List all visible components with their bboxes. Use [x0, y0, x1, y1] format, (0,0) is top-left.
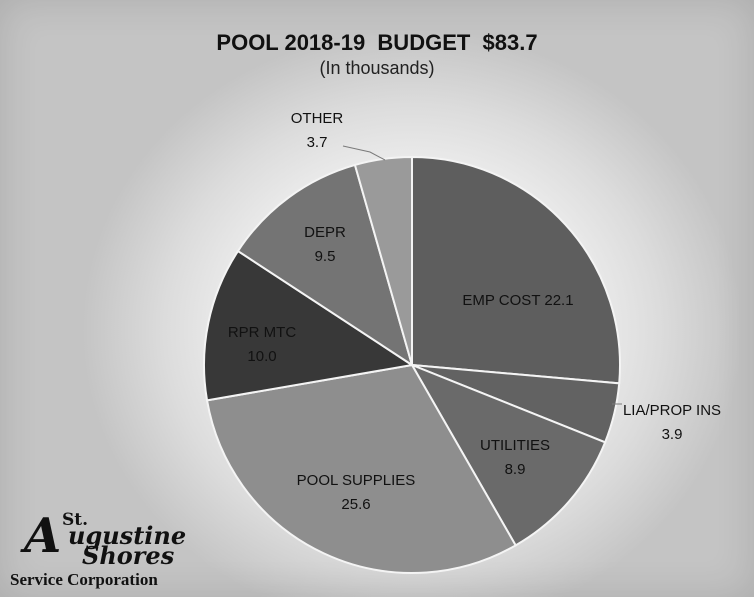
pie-slice-rpr-mtc	[203, 249, 415, 402]
slice-value: 9.5	[315, 248, 336, 265]
pie-slice-emp-cost	[411, 155, 621, 385]
slice-name: LIA/PROP INS	[623, 402, 721, 419]
logo-shores: Shores	[82, 541, 175, 570]
slice-name: UTILITIES	[480, 437, 550, 454]
pie-slices	[203, 155, 621, 574]
slice-value: EMP COST 22.1	[462, 292, 573, 309]
slice-value: 25.6	[341, 496, 370, 513]
slice-name: RPR MTC	[228, 324, 296, 341]
slice-label-utilities: UTILITIES 8.9	[480, 437, 550, 478]
slice-value: 3.7	[307, 134, 328, 151]
logo-augustine: ugustine	[68, 521, 187, 550]
slice-labels: EMP COST 22.1 LIA/PROP INS 3.9 UTILITIES 8.9…	[228, 110, 721, 513]
logo-service-corporation: Service Corporation	[10, 570, 158, 589]
slice-label-lia-prop-ins: LIA/PROP INS 3.9	[623, 402, 721, 443]
slice-label-depr: DEPR 9.5	[304, 224, 346, 265]
slice-label-emp-cost: EMP COST 22.1	[462, 292, 573, 309]
slice-label-pool-supplies: POOL SUPPLIES 25.6	[297, 472, 416, 513]
logo-initial: A	[24, 508, 62, 564]
slice-label-rpr-mtc: RPR MTC 10.0	[228, 324, 296, 365]
slice-value: 3.9	[662, 426, 683, 443]
leader-lines	[342, 145, 622, 405]
pie-slice-utilities	[409, 363, 607, 547]
slice-name: OTHER	[291, 110, 344, 127]
chart-title: POOL 2018-19 BUDGET $83.7	[216, 30, 538, 55]
chart-subtitle: (In thousands)	[319, 58, 435, 78]
pie-slice-pool-supplies	[205, 363, 518, 574]
slice-name: DEPR	[304, 224, 346, 241]
slice-name: POOL SUPPLIES	[297, 472, 416, 489]
slice-value: 8.9	[505, 461, 526, 478]
slice-value: 10.0	[247, 348, 276, 365]
leader-line-other	[342, 145, 386, 161]
logo-st: St.	[62, 510, 89, 530]
st-augustine-shores-logo: A St. ugustine Shores Service Corporatio…	[10, 510, 210, 595]
slice-label-other: OTHER 3.7	[291, 110, 344, 151]
